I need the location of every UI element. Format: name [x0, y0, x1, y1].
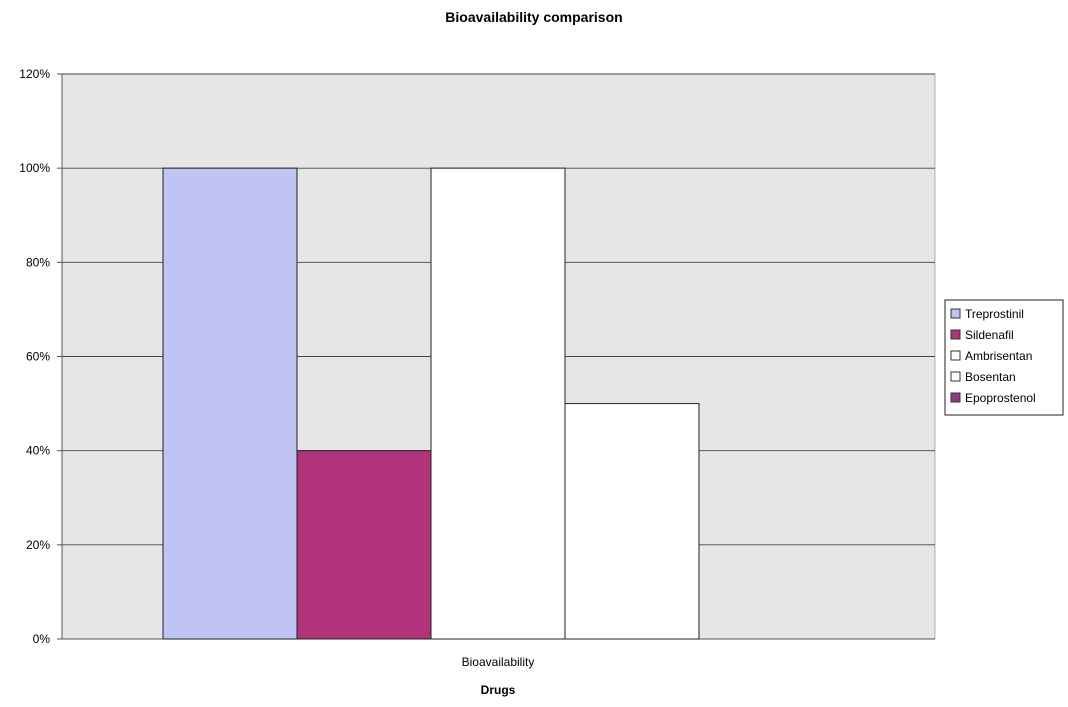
y-tick-label: 100% [19, 161, 50, 175]
bar-sildenafil [296, 450, 432, 640]
legend-label: Sildenafil [965, 328, 1014, 342]
legend-swatch [950, 308, 961, 319]
legend-swatch [950, 371, 961, 382]
bar-bosentan [564, 403, 700, 640]
y-tick-label: 20% [26, 538, 50, 552]
y-tick-label: 120% [19, 67, 50, 81]
legend-swatch [950, 329, 961, 340]
legend-swatch [950, 350, 961, 361]
y-tick-label: 80% [26, 255, 50, 269]
x-category-label: Bioavailability [462, 655, 535, 669]
x-axis-title: Drugs [481, 683, 516, 697]
bars-group [162, 167, 700, 640]
y-tick-label: 60% [26, 350, 50, 364]
legend-label: Treprostinil [965, 307, 1024, 321]
bar-ambrisentan [430, 167, 566, 640]
legend-label: Ambrisentan [965, 349, 1032, 363]
legend-box [944, 299, 1064, 416]
y-tick-label: 40% [26, 444, 50, 458]
legend-label: Bosentan [965, 370, 1016, 384]
legend-label: Epoprostenol [965, 391, 1036, 405]
bar-treprostinil [162, 167, 298, 640]
legend-swatch [950, 392, 961, 403]
y-axis: 0% 20% 40% 60% 80% 100% 120% [19, 67, 62, 646]
legend: Treprostinil Sildenafil Ambrisentan Bosenta… [944, 299, 1064, 416]
chart-title: Bioavailability comparison [445, 9, 622, 25]
y-tick-label: 0% [33, 632, 51, 646]
